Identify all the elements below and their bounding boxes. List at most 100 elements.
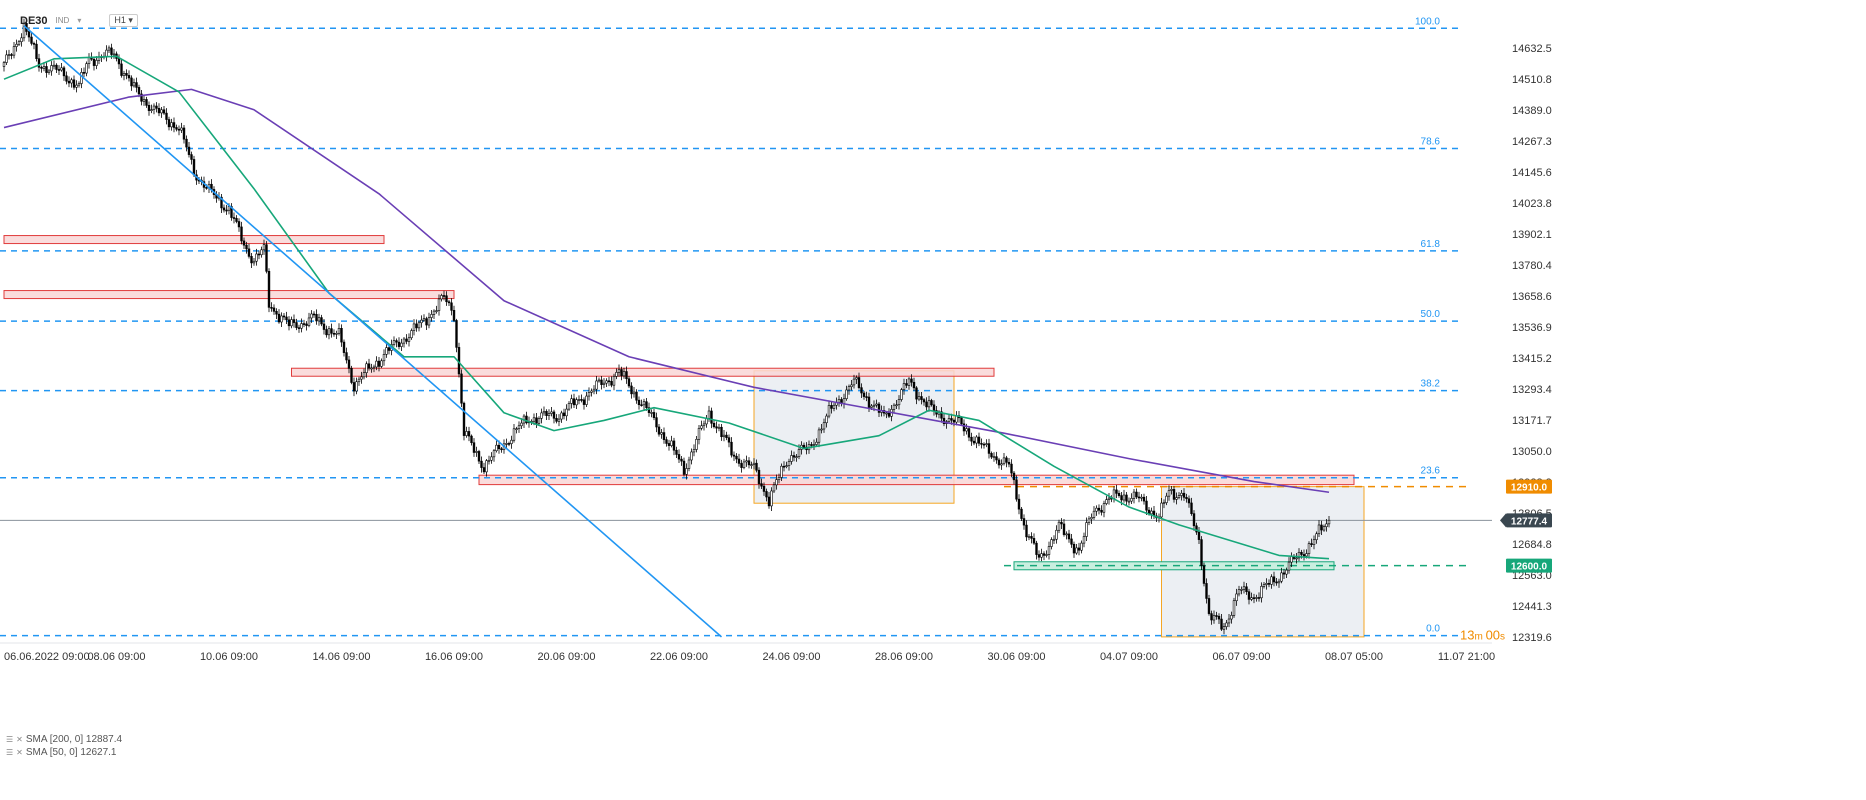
candle-body [570,398,573,404]
menu-icon[interactable]: ☰ [6,748,14,757]
candle-body [1257,597,1261,599]
candle-body [220,196,223,209]
candle-body [265,244,268,272]
candle-body [1247,591,1251,600]
candle-body [145,99,148,106]
candle-body [445,295,448,303]
candle-body [387,347,391,351]
candle-body [487,459,491,462]
candle-body [17,41,21,45]
candle-body [542,411,546,414]
candle-body [610,381,613,386]
candle-body [45,66,48,73]
candle-body [240,226,243,242]
menu-icon[interactable]: ☰ [6,735,14,744]
candle-body [827,405,831,417]
candle-body [347,359,351,369]
candle-body [922,399,926,403]
candle-body [167,119,171,128]
candle-body [1065,533,1068,536]
key-level-tag [1506,558,1552,573]
candle-body [1172,489,1176,500]
candle-body [130,77,133,87]
candle-body [247,248,251,257]
sma200-line [3,88,1330,494]
candle-body [235,218,238,222]
candle-body [1232,600,1236,616]
current-price-tag-label: 12777.4 [1511,516,1548,527]
candle-body [372,366,376,369]
candle-body [355,381,358,392]
candle-body [1080,542,1083,551]
legend-item-sma50[interactable]: ☰ ✕ SMA [50, 0] 12627.1 [6,746,122,759]
candle-body [760,483,763,487]
resistance-zone [478,474,1355,486]
candle-body [170,122,173,128]
candle-body [95,60,98,66]
candle-body [1327,519,1331,525]
candle-body [55,64,58,70]
candle-body [1012,472,1016,481]
candle-body [710,410,713,424]
fib-level-label: 38.2 [1421,379,1441,390]
candle-body [477,451,481,462]
symbol-label[interactable]: DE30 [20,14,48,27]
key-level-tag-label: 12600.0 [1511,562,1548,573]
candle-body [1210,613,1213,621]
candle-body [1125,494,1128,502]
candle-body [580,399,583,401]
candle-body [590,390,593,393]
candle-body [960,417,963,425]
candle-body [852,378,856,386]
candle-body [227,206,231,211]
candle-body [1145,500,1148,511]
y-tick-label: 14023.8 [1512,198,1552,210]
candle-body [757,469,761,484]
candle-body [1162,502,1166,504]
candle-body [497,444,501,450]
legend-item-sma200[interactable]: ☰ ✕ SMA [200, 0] 12887.4 [6,733,122,746]
candle-body [280,315,283,323]
x-tick-label: 24.06 09:00 [762,651,820,663]
candle-body [32,43,36,45]
candle-body [867,396,871,408]
candle-body [282,315,286,318]
candle-body [792,455,796,458]
candle-body [1295,557,1298,560]
candle-body [1305,553,1308,557]
candle-body [402,338,406,344]
candle-body [175,127,178,130]
candle-body [932,404,936,411]
candle-body [1175,497,1178,500]
candle-body [1040,553,1043,558]
candle-body [1075,547,1078,554]
candle-body [460,373,463,404]
candle-body [842,398,846,404]
candle-body [480,460,483,468]
x-tick-label: 30.06 09:00 [987,651,1045,663]
candle-body [692,449,696,453]
candle-body [262,244,266,251]
candle-body [1190,502,1193,514]
close-icon[interactable]: ✕ [16,735,23,744]
candle-body [1097,507,1101,511]
candle-body [467,431,471,437]
candle-body [1160,502,1163,518]
candle-body [605,380,608,384]
candle-body [997,459,1001,466]
candle-body [832,404,836,409]
candle-body [982,443,986,446]
candle-body [275,311,278,315]
close-icon[interactable]: ✕ [16,748,23,757]
candle-body [1200,539,1203,566]
y-tick-label: 14145.6 [1512,167,1552,179]
timeframe-selector[interactable]: H1 ▾ [109,14,138,27]
fib-level-label: 78.6 [1421,136,1441,147]
chevron-down-icon[interactable]: ▾ [77,16,82,25]
y-tick-label: 12563.0 [1512,570,1552,582]
candle-body [470,435,473,444]
current-price-tag [1506,513,1552,528]
candle-body [87,57,91,64]
